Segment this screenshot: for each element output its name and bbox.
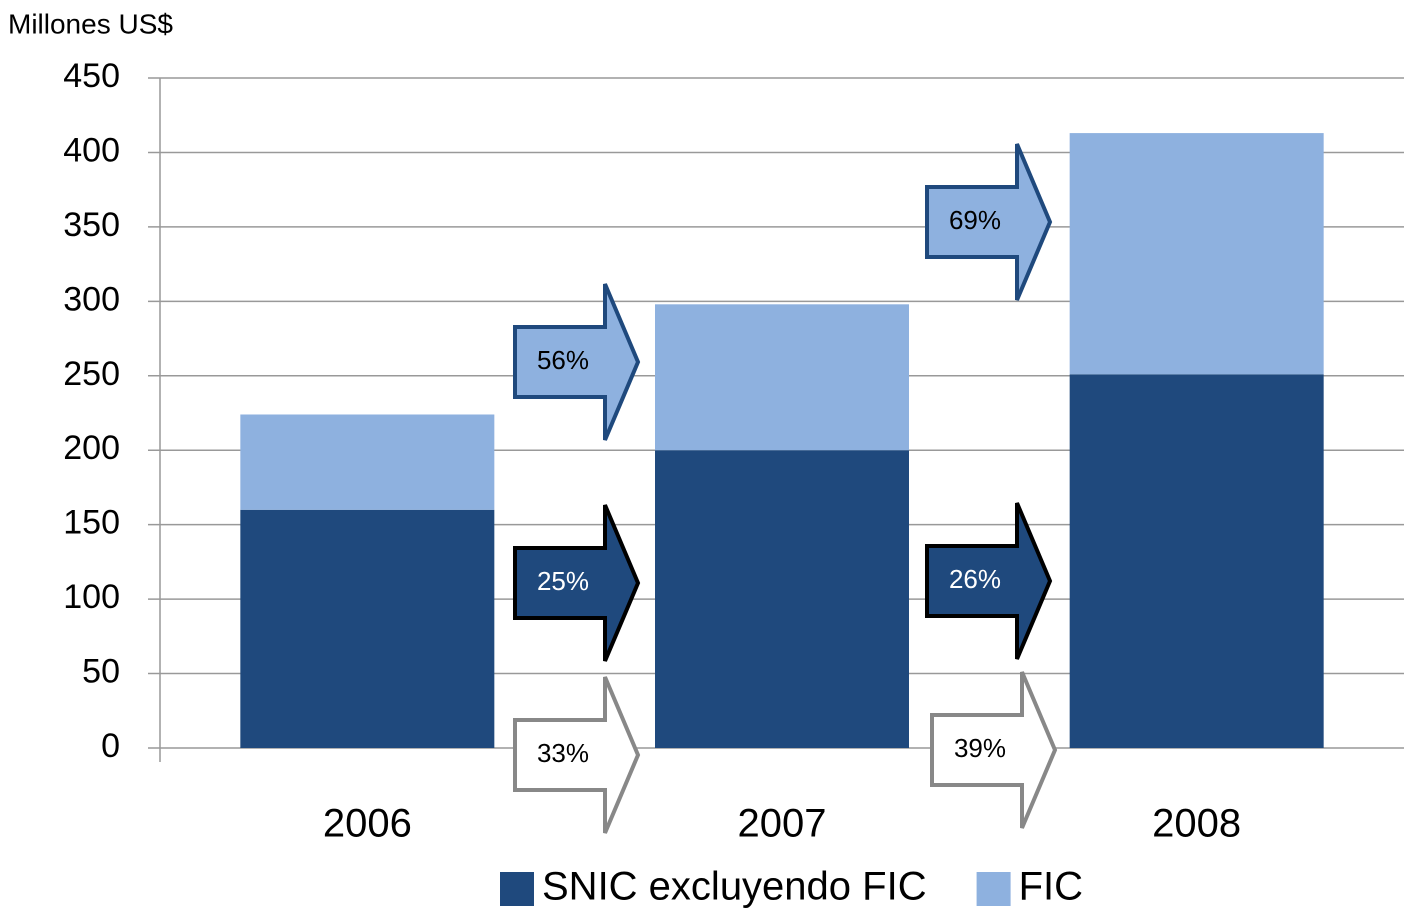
growth-arrow xyxy=(925,502,1053,660)
bar-segment xyxy=(240,509,495,748)
growth-arrow xyxy=(513,283,641,441)
bar-segment xyxy=(1069,374,1324,748)
growth-arrow xyxy=(513,676,641,834)
y-tick-label: 300 xyxy=(63,280,120,318)
annotation: 39% xyxy=(954,733,1006,763)
x-tick-label: 2008 xyxy=(1152,802,1241,846)
y-tick-label: 200 xyxy=(63,429,120,467)
y-tick-label: 100 xyxy=(63,578,120,616)
x-tick-label: 2006 xyxy=(323,802,412,846)
growth-arrow xyxy=(925,143,1053,301)
bar-segment xyxy=(1069,133,1324,375)
y-tick-label: 400 xyxy=(63,131,120,169)
legend-swatch xyxy=(500,872,534,906)
y-tick-label: 350 xyxy=(63,206,120,244)
annotation: 26% xyxy=(949,564,1001,594)
annotation: 56% xyxy=(537,345,589,375)
legend-label: SNIC excluyendo FIC xyxy=(542,865,927,909)
bar-segment xyxy=(240,414,495,510)
legend-swatch xyxy=(976,872,1011,906)
y-tick-label: 150 xyxy=(63,504,120,542)
bar-segment xyxy=(655,304,909,451)
y-tick-label: 0 xyxy=(101,727,120,765)
bar-segment xyxy=(655,450,909,748)
x-tick-label: 2007 xyxy=(738,802,827,846)
y-tick-label: 50 xyxy=(82,653,120,691)
y-axis-label: Millones US$ xyxy=(8,8,173,39)
annotation: 33% xyxy=(537,738,589,768)
annotation: 25% xyxy=(537,566,589,596)
legend-label: FIC xyxy=(1019,865,1083,909)
growth-arrow xyxy=(513,504,641,662)
y-tick-label: 450 xyxy=(63,57,120,95)
growth-arrow xyxy=(930,671,1058,829)
y-tick-label: 250 xyxy=(63,355,120,393)
annotation: 69% xyxy=(949,205,1001,235)
